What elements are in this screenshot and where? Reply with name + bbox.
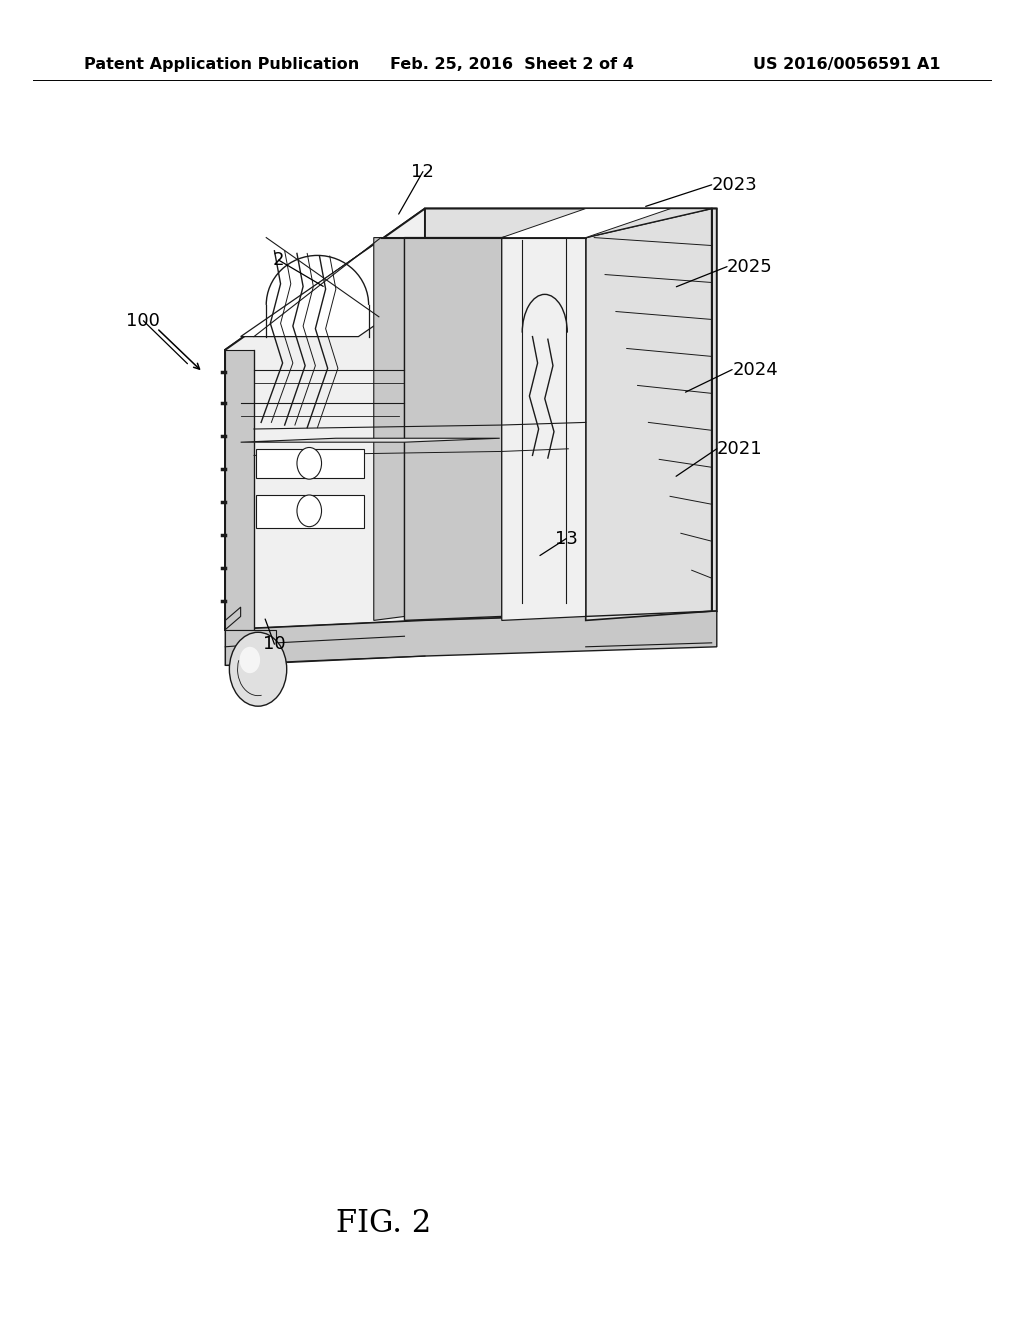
Polygon shape (256, 495, 364, 528)
Text: 2: 2 (272, 251, 285, 269)
Text: 12: 12 (412, 162, 434, 181)
Text: Feb. 25, 2016  Sheet 2 of 4: Feb. 25, 2016 Sheet 2 of 4 (390, 57, 634, 71)
Circle shape (297, 495, 322, 527)
Text: Patent Application Publication: Patent Application Publication (84, 57, 359, 71)
Text: 2024: 2024 (732, 360, 778, 379)
Polygon shape (404, 238, 502, 620)
Polygon shape (256, 449, 364, 478)
Polygon shape (225, 209, 717, 350)
Text: 13: 13 (555, 529, 578, 548)
Polygon shape (225, 630, 276, 665)
Text: 2025: 2025 (727, 257, 773, 276)
Circle shape (297, 447, 322, 479)
Polygon shape (502, 209, 712, 238)
Polygon shape (586, 209, 712, 620)
Text: 2023: 2023 (712, 176, 758, 194)
Circle shape (229, 632, 287, 706)
Polygon shape (225, 611, 717, 665)
Polygon shape (241, 438, 500, 442)
Polygon shape (241, 238, 502, 337)
Polygon shape (374, 238, 404, 620)
Circle shape (240, 647, 260, 673)
Text: US 2016/0056591 A1: US 2016/0056591 A1 (753, 57, 940, 71)
Text: 100: 100 (126, 312, 161, 330)
Polygon shape (225, 350, 254, 630)
Polygon shape (502, 209, 671, 238)
Text: 10: 10 (263, 635, 286, 653)
Polygon shape (225, 209, 425, 630)
Text: 2021: 2021 (717, 440, 763, 458)
Polygon shape (502, 238, 586, 620)
Text: FIG. 2: FIG. 2 (336, 1208, 432, 1239)
Polygon shape (425, 209, 717, 620)
